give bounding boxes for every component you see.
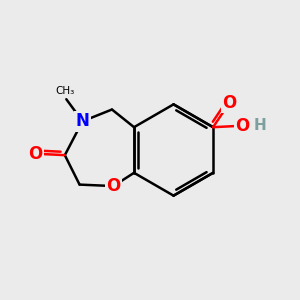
Text: N: N <box>76 112 89 130</box>
Text: CH₃: CH₃ <box>55 86 74 96</box>
Text: O: O <box>28 145 43 163</box>
Text: O: O <box>222 94 236 112</box>
Text: O: O <box>106 177 121 195</box>
Text: O: O <box>236 117 250 135</box>
Text: H: H <box>254 118 267 133</box>
